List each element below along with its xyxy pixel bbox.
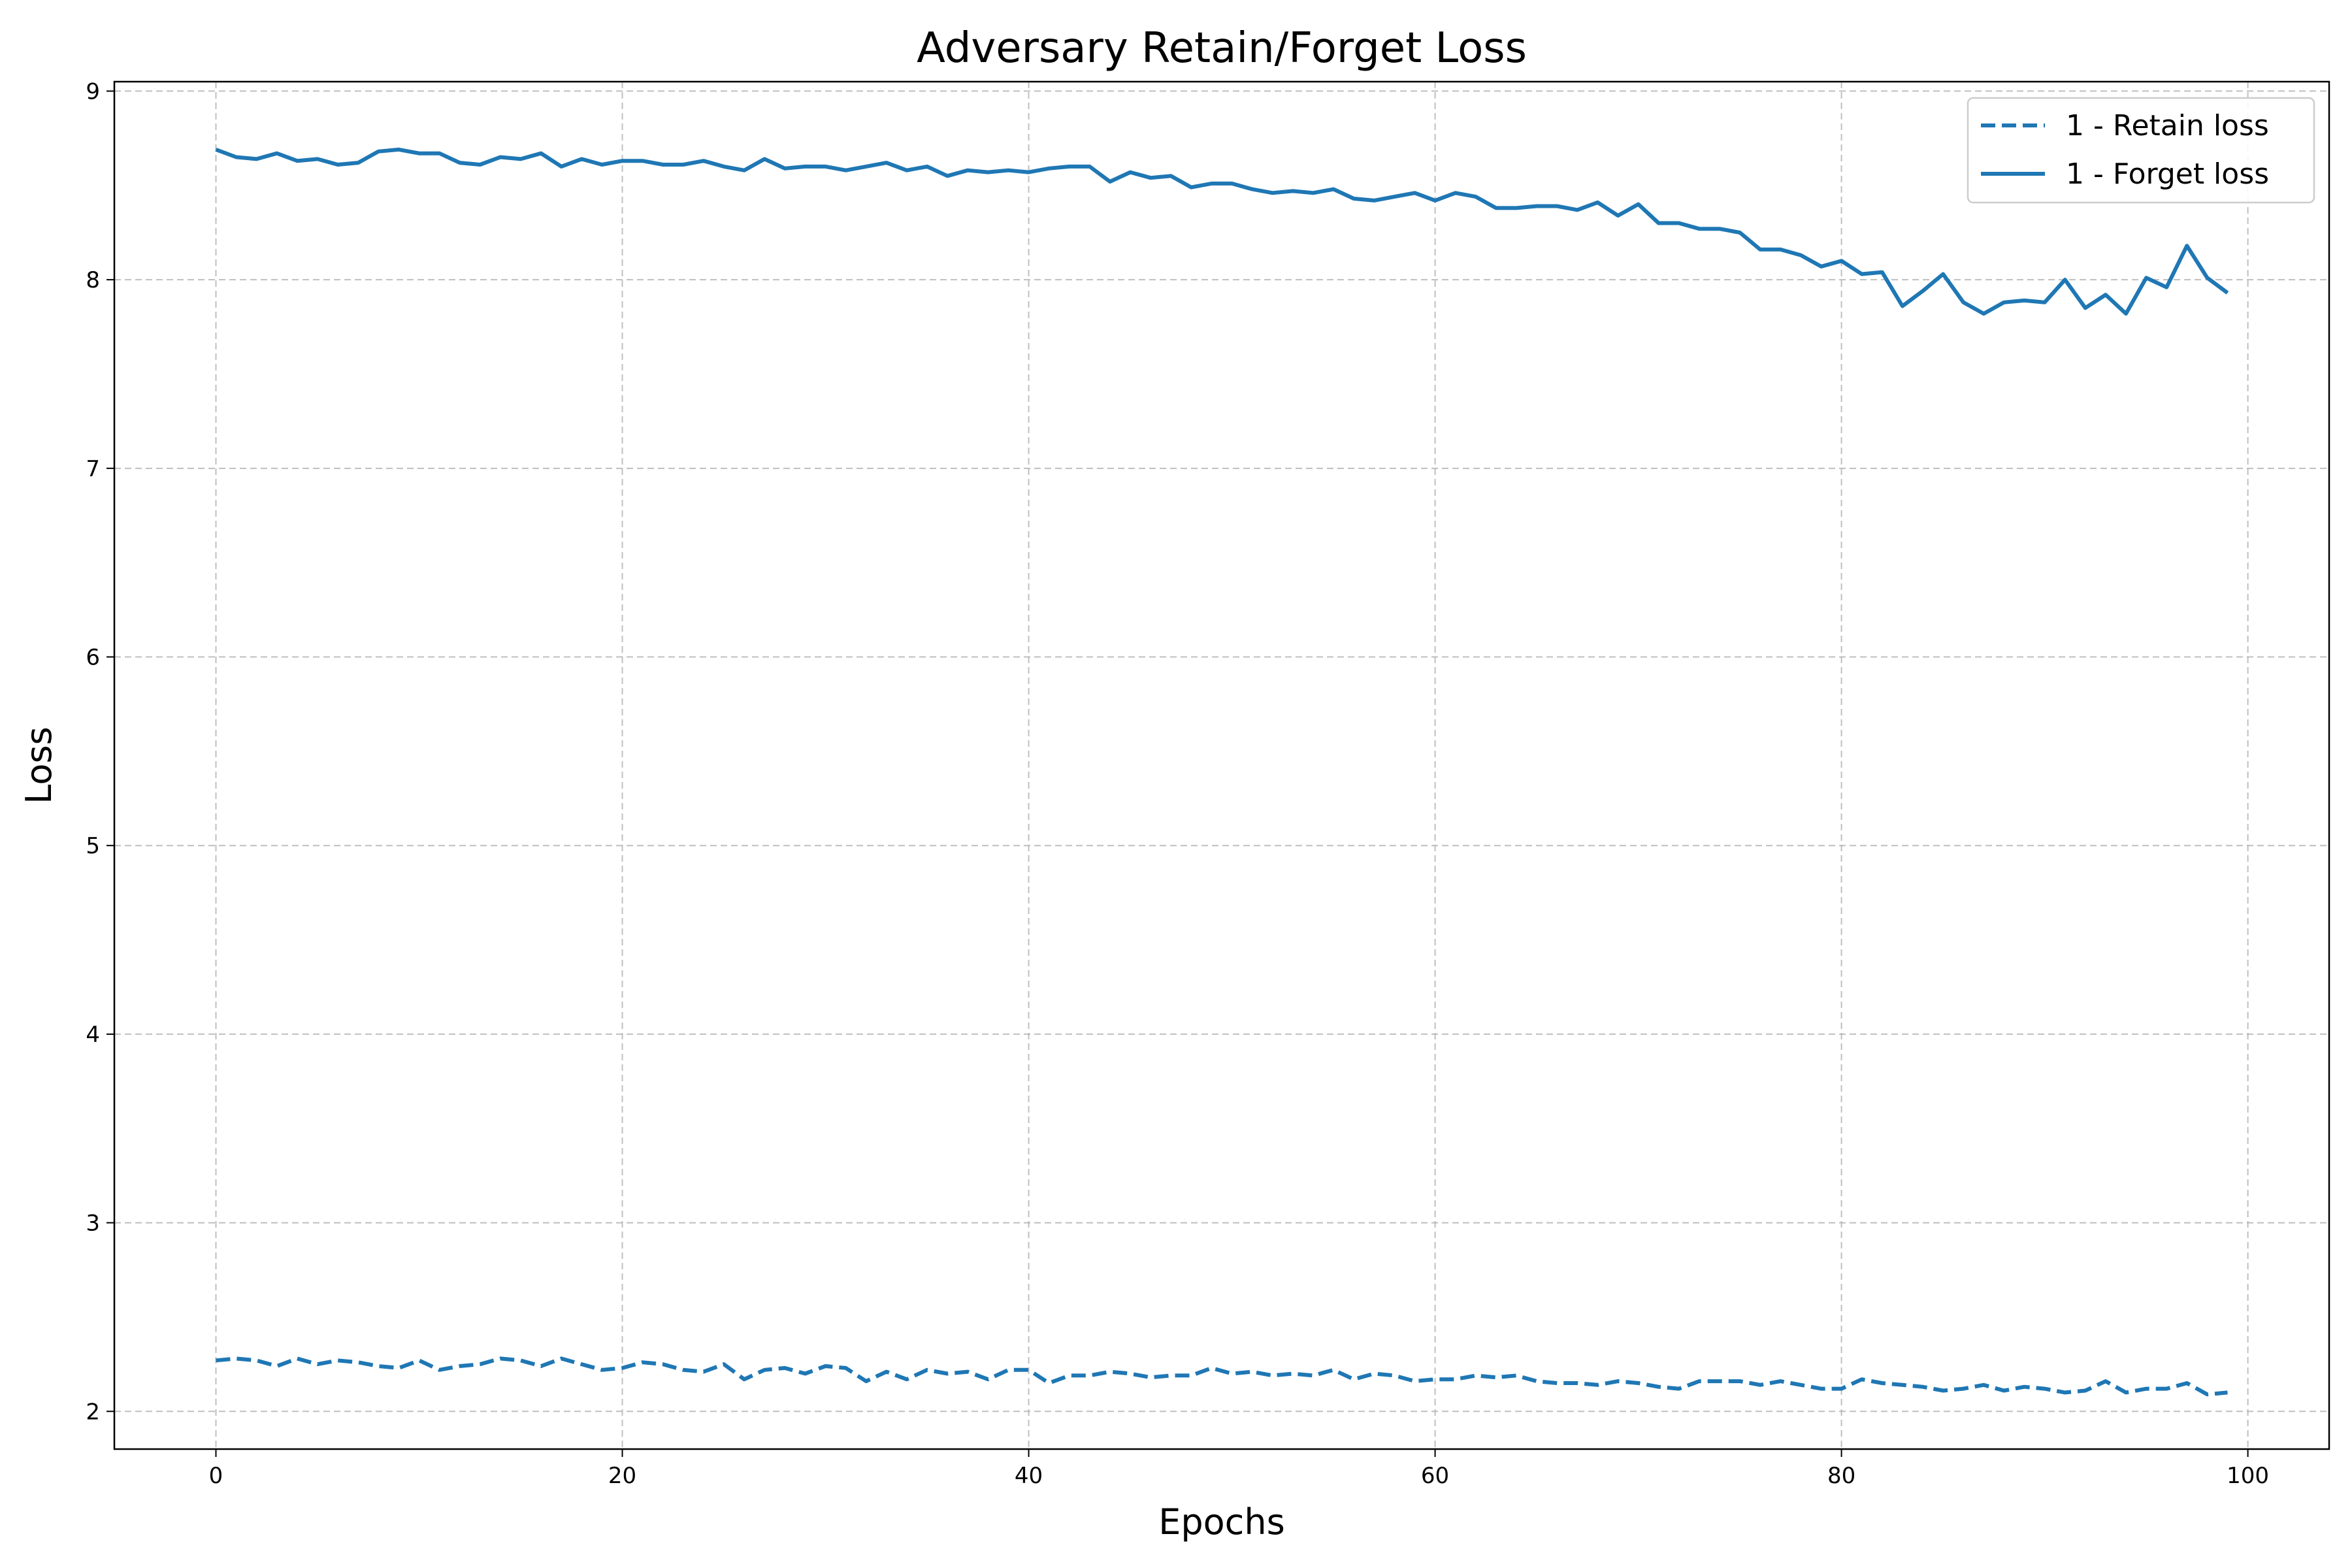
legend: 1 - Retain loss 1 - Forget loss [1967, 97, 2315, 204]
x-tick-label: 40 [1015, 1463, 1043, 1489]
x-tick-label: 60 [1421, 1463, 1449, 1489]
chart-title: Adversary Retain/Forget Loss [917, 24, 1527, 73]
forget-loss-line [215, 147, 2229, 316]
y-tick-label: 2 [86, 1399, 100, 1425]
retain-loss-line [216, 1356, 2228, 1397]
y-tick-label: 6 [86, 645, 100, 671]
plot-frame [113, 80, 2330, 1450]
x-tick-label: 20 [608, 1463, 636, 1489]
y-tick-label: 4 [86, 1022, 100, 1048]
y-tick-label: 3 [86, 1211, 100, 1237]
series-layer [215, 147, 2229, 1397]
x-tick-label: 100 [2227, 1463, 2269, 1489]
x-tick-label: 80 [1827, 1463, 1855, 1489]
y-axis-label: Loss [18, 727, 59, 804]
grid [114, 82, 2329, 1449]
legend-box [1967, 97, 2315, 204]
y-tick-label: 5 [86, 833, 100, 859]
ticks: 0 20 40 60 80 100 2 3 4 5 6 7 8 9 [86, 78, 2269, 1489]
x-tick-label: 0 [209, 1463, 223, 1489]
legend-label-retain: 1 - Retain loss [2066, 109, 2269, 142]
y-tick-label: 9 [86, 78, 100, 105]
legend-label-forget: 1 - Forget loss [2066, 157, 2269, 191]
y-tick-label: 8 [86, 267, 100, 293]
y-tick-label: 7 [86, 456, 100, 482]
x-axis-label: Epochs [1158, 1501, 1284, 1543]
